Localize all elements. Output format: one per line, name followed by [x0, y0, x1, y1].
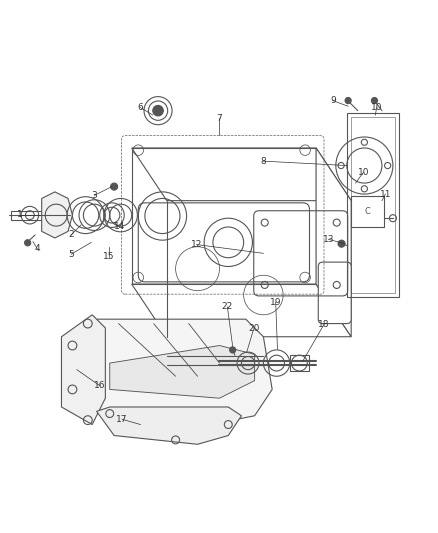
FancyBboxPatch shape: [318, 262, 350, 324]
Circle shape: [25, 240, 31, 246]
Circle shape: [337, 240, 344, 247]
Text: 4: 4: [35, 245, 40, 253]
Polygon shape: [96, 407, 241, 445]
Polygon shape: [42, 192, 72, 238]
Text: 10: 10: [370, 103, 381, 112]
Text: 15: 15: [103, 252, 114, 261]
Circle shape: [344, 98, 350, 103]
Circle shape: [229, 347, 235, 353]
Text: C: C: [364, 207, 370, 216]
Text: 18: 18: [318, 320, 329, 329]
Polygon shape: [61, 315, 105, 425]
Text: 10: 10: [357, 167, 368, 176]
Text: 13: 13: [322, 235, 333, 244]
Text: 2: 2: [68, 230, 74, 239]
Circle shape: [152, 106, 163, 116]
Text: 16: 16: [94, 382, 106, 390]
Circle shape: [371, 98, 377, 103]
Bar: [289, 355, 309, 371]
Bar: [350, 117, 394, 293]
Polygon shape: [110, 345, 254, 398]
Bar: [131, 148, 315, 284]
Text: 20: 20: [247, 325, 259, 333]
Text: 19: 19: [269, 298, 281, 307]
Text: 14: 14: [113, 222, 125, 231]
Bar: [346, 113, 399, 297]
Text: 12: 12: [191, 240, 202, 249]
Text: 7: 7: [216, 114, 222, 123]
Bar: [11, 211, 42, 220]
Text: 1: 1: [17, 210, 23, 219]
Text: 22: 22: [221, 302, 233, 311]
Text: 5: 5: [68, 249, 74, 259]
Text: 17: 17: [116, 415, 127, 424]
Text: 11: 11: [379, 190, 390, 199]
Text: 8: 8: [260, 157, 266, 166]
Text: 3: 3: [91, 191, 97, 200]
Bar: [350, 196, 383, 227]
Polygon shape: [74, 319, 272, 433]
Text: 6: 6: [137, 103, 143, 112]
Polygon shape: [315, 148, 350, 337]
Text: 9: 9: [329, 96, 335, 105]
Circle shape: [110, 183, 117, 190]
